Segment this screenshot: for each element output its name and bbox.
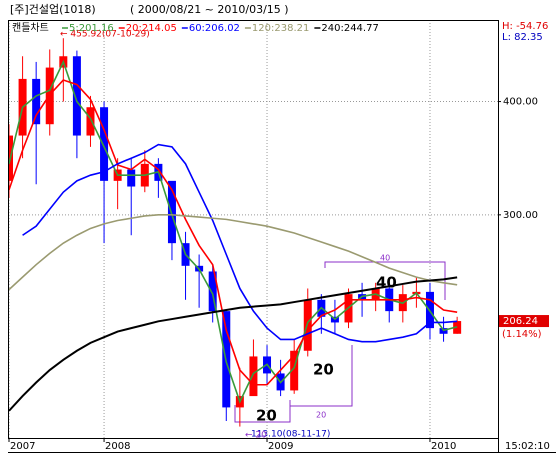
y-tick-label: 300.00 xyxy=(503,210,538,221)
annotation: ← 20 xyxy=(245,431,267,441)
candle-body xyxy=(290,350,299,391)
price-box xyxy=(499,315,549,328)
annotation: 20 xyxy=(316,411,326,420)
chart-title: [주]건설업(1018) xyxy=(10,3,96,16)
legend-entry: 5:201.16 xyxy=(69,23,114,34)
candle-body xyxy=(249,356,258,397)
ma-line xyxy=(9,59,458,404)
annotation: 20 xyxy=(256,407,277,425)
measure-lines xyxy=(234,261,446,423)
measure-40 xyxy=(324,261,446,300)
candle-body xyxy=(72,56,81,136)
annotation: ← 455.92(07-10-29) xyxy=(60,30,150,40)
candle-body xyxy=(167,180,176,244)
candle-body xyxy=(100,107,109,181)
high-info: H: -54.76 xyxy=(502,21,548,32)
x-tick-label: 2008 xyxy=(105,441,130,452)
time-label: 15:02:10 xyxy=(505,441,550,452)
annotation: 20 xyxy=(313,361,334,379)
ma-line xyxy=(9,276,458,412)
low-info: L: 82.35 xyxy=(502,32,543,43)
ma-line xyxy=(9,214,458,291)
x-tick-label: 2009 xyxy=(268,441,293,452)
chart-subtitle: ( 2000/08/21 ~ 2010/03/15 ) xyxy=(130,3,289,16)
measure-box-2 xyxy=(290,345,353,407)
candle-body xyxy=(303,299,312,351)
measure-box-1 xyxy=(234,400,291,423)
annotation: 40 xyxy=(380,254,390,263)
x-tick-label: 2007 xyxy=(10,441,35,452)
ma-line xyxy=(22,143,458,343)
legend-entry: 20:214.05 xyxy=(126,23,177,34)
candle-body xyxy=(127,169,136,187)
candle-body xyxy=(86,107,95,136)
plot xyxy=(9,21,498,438)
x-tick-label: 2010 xyxy=(431,441,456,452)
chart-label: 캔들차트 xyxy=(12,22,49,34)
legend-entry: 120:238.21 xyxy=(252,23,309,34)
annotation: 113.10(08-11-17) xyxy=(251,430,330,440)
candle-body xyxy=(208,271,217,312)
price-label: 206.24 xyxy=(503,316,538,327)
ma-line xyxy=(9,79,458,386)
legend-entry: 240:244.77 xyxy=(321,23,378,34)
legend-entry: 60:206.02 xyxy=(189,23,240,34)
change-label: (1.14%) xyxy=(502,329,542,340)
candle-body xyxy=(32,78,41,125)
y-tick-label: 400.00 xyxy=(503,97,538,108)
